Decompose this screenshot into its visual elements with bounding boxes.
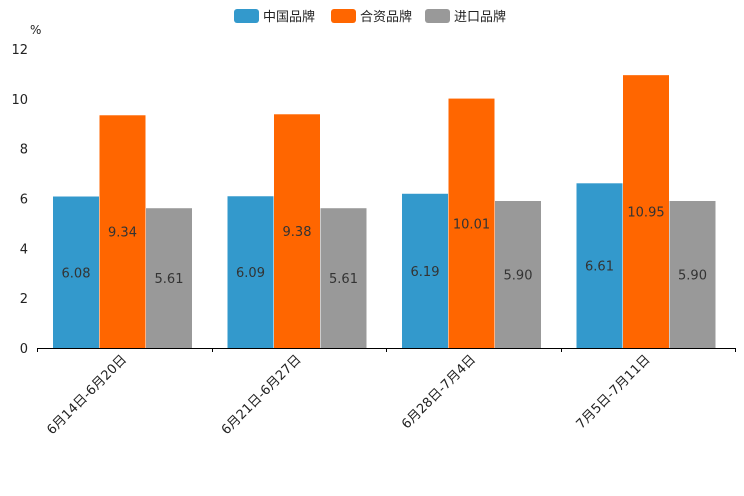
x-tick-label: 6月28日-7月4日 [399,352,479,432]
x-tick-label: 6月14日-6月20日 [44,352,130,438]
bar-2-0 [402,193,448,348]
y-tick-label: 6 [20,193,28,208]
bar-0-2 [146,208,192,348]
x-tick-label: 7月5日-7月11日 [574,352,654,432]
legend-label-0: 中国品牌 [263,9,315,25]
bar-2-1 [448,98,495,348]
data-label-2-0: 6.19 [411,265,440,280]
y-tick-label: 0 [20,342,28,357]
legend-label-1: 合资品牌 [360,9,412,25]
data-label-1-2: 5.61 [329,272,358,287]
data-label-3-2: 5.90 [678,268,707,283]
data-label-1-1: 9.38 [283,225,312,240]
data-label-3-1: 10.95 [627,206,664,221]
legend: 中国品牌 合资品牌 进口品牌 [234,9,506,25]
data-label-1-0: 6.09 [236,266,265,281]
x-axis: 6月14日-6月20日 6月21日-6月27日 6月28日-7月4日 7月5日-7月1… [37,348,736,438]
bar-3-0 [576,183,623,348]
y-tick-label: 8 [20,143,28,158]
data-label-2-1: 10.01 [453,217,490,232]
y-tick-label: 4 [20,242,28,257]
bar-1-0 [227,196,274,348]
data-label-0-0: 6.08 [62,266,91,281]
legend-label-2: 进口品牌 [454,9,506,25]
y-tick-label: 12 [11,43,28,58]
y-axis-unit-label: % [30,23,41,37]
bar-0-1 [99,115,146,348]
y-tick-label: 2 [20,292,28,307]
x-tick-label: 6月21日-6月27日 [219,352,305,438]
bars: 6.08 9.34 5.61 6.09 9.38 5.61 6.19 10.01 5.90 6.6… [53,75,716,348]
bar-1-2 [320,208,367,348]
y-tick-label: 10 [11,93,28,108]
data-label-2-2: 5.90 [504,268,533,283]
legend-swatch-2 [425,9,450,23]
bar-0-0 [53,196,99,348]
legend-swatch-1 [331,9,356,23]
bar-3-2 [669,200,716,348]
legend-swatch-0 [234,9,259,23]
data-label-0-2: 5.61 [155,272,184,287]
y-axis: 0 2 4 6 8 10 12 [11,43,28,357]
bar-3-1 [623,75,669,348]
data-label-0-1: 9.34 [108,226,137,241]
data-label-3-0: 6.61 [585,260,614,275]
bar-2-2 [495,200,541,348]
bar-1-1 [274,114,320,348]
